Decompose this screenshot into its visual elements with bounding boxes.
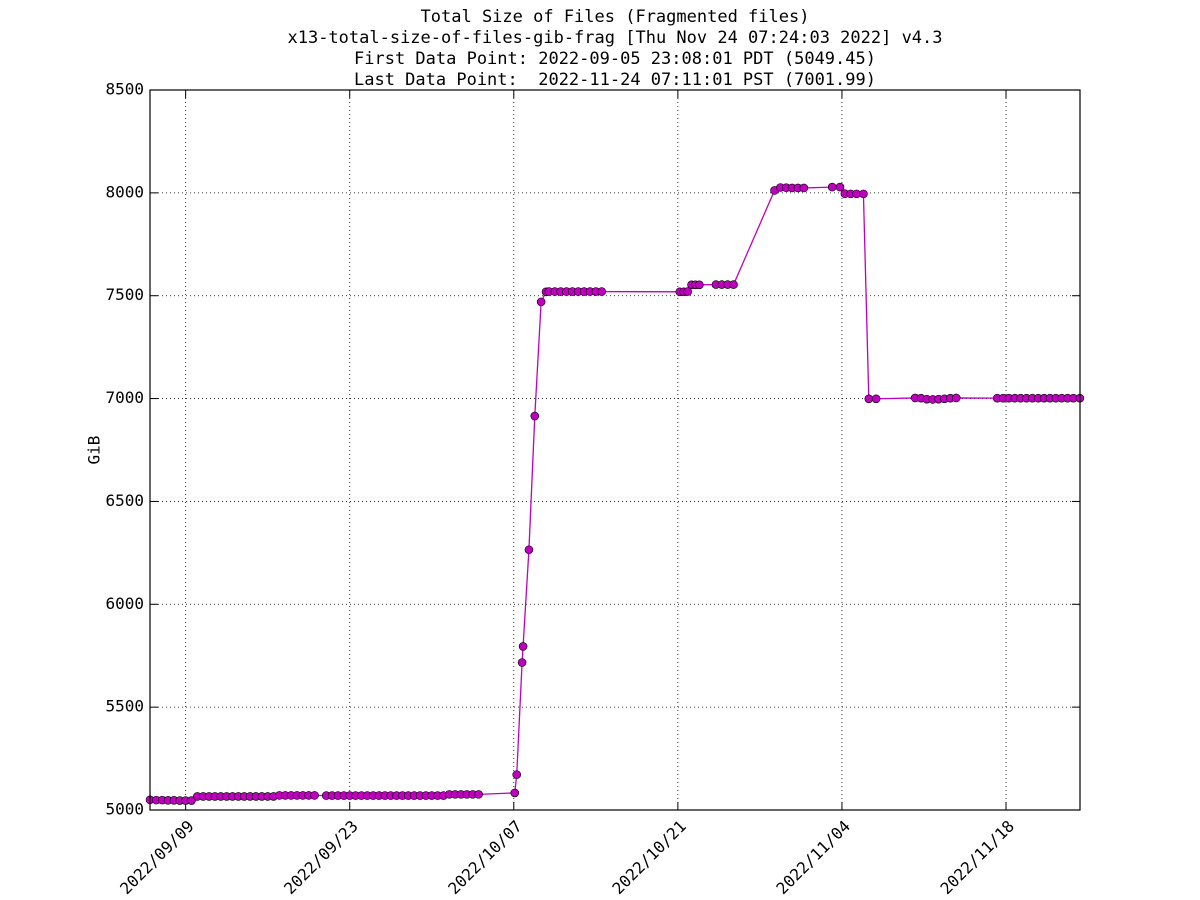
y-tick-label: 8500 bbox=[105, 80, 144, 99]
plot-frame bbox=[149, 89, 1081, 811]
y-tick-label: 7500 bbox=[105, 285, 144, 304]
y-axis-label: GiB bbox=[85, 436, 104, 465]
data-point bbox=[536, 297, 546, 307]
y-tick-label: 5000 bbox=[105, 800, 144, 819]
data-point bbox=[187, 796, 196, 805]
chart-subtitle: Last Data Point: 2022-11-24 07:11:01 PST… bbox=[354, 70, 876, 90]
plot bbox=[145, 182, 1085, 805]
data-point bbox=[827, 182, 837, 192]
data-point bbox=[799, 183, 809, 193]
data-point bbox=[859, 189, 868, 199]
data-point bbox=[512, 770, 522, 779]
y-tick-label: 5500 bbox=[105, 697, 144, 716]
data-point bbox=[695, 280, 704, 290]
data-point bbox=[835, 182, 845, 192]
data-point bbox=[530, 411, 540, 421]
data-point bbox=[518, 642, 528, 651]
data-point bbox=[683, 287, 692, 296]
data-point bbox=[864, 394, 874, 404]
data-point bbox=[517, 658, 527, 667]
chart-subtitle: x13-total-size-of-files-gib-frag [Thu No… bbox=[287, 28, 942, 48]
data-point bbox=[524, 545, 534, 555]
chart-title: Total Size of Files (Fragmented files) bbox=[421, 7, 810, 27]
data-point bbox=[729, 280, 738, 289]
y-tick-label: 7000 bbox=[105, 388, 144, 407]
y-tick-label: 8000 bbox=[105, 182, 144, 201]
data-point bbox=[310, 791, 319, 800]
data-point bbox=[871, 394, 881, 404]
chart-subtitle: First Data Point: 2022-09-05 23:08:01 PD… bbox=[354, 49, 876, 69]
data-point bbox=[510, 788, 520, 798]
data-point bbox=[474, 790, 483, 799]
y-tick-label: 6500 bbox=[105, 491, 144, 510]
y-tick-label: 6000 bbox=[105, 594, 144, 613]
data-point bbox=[597, 287, 606, 296]
data-point bbox=[951, 393, 961, 403]
